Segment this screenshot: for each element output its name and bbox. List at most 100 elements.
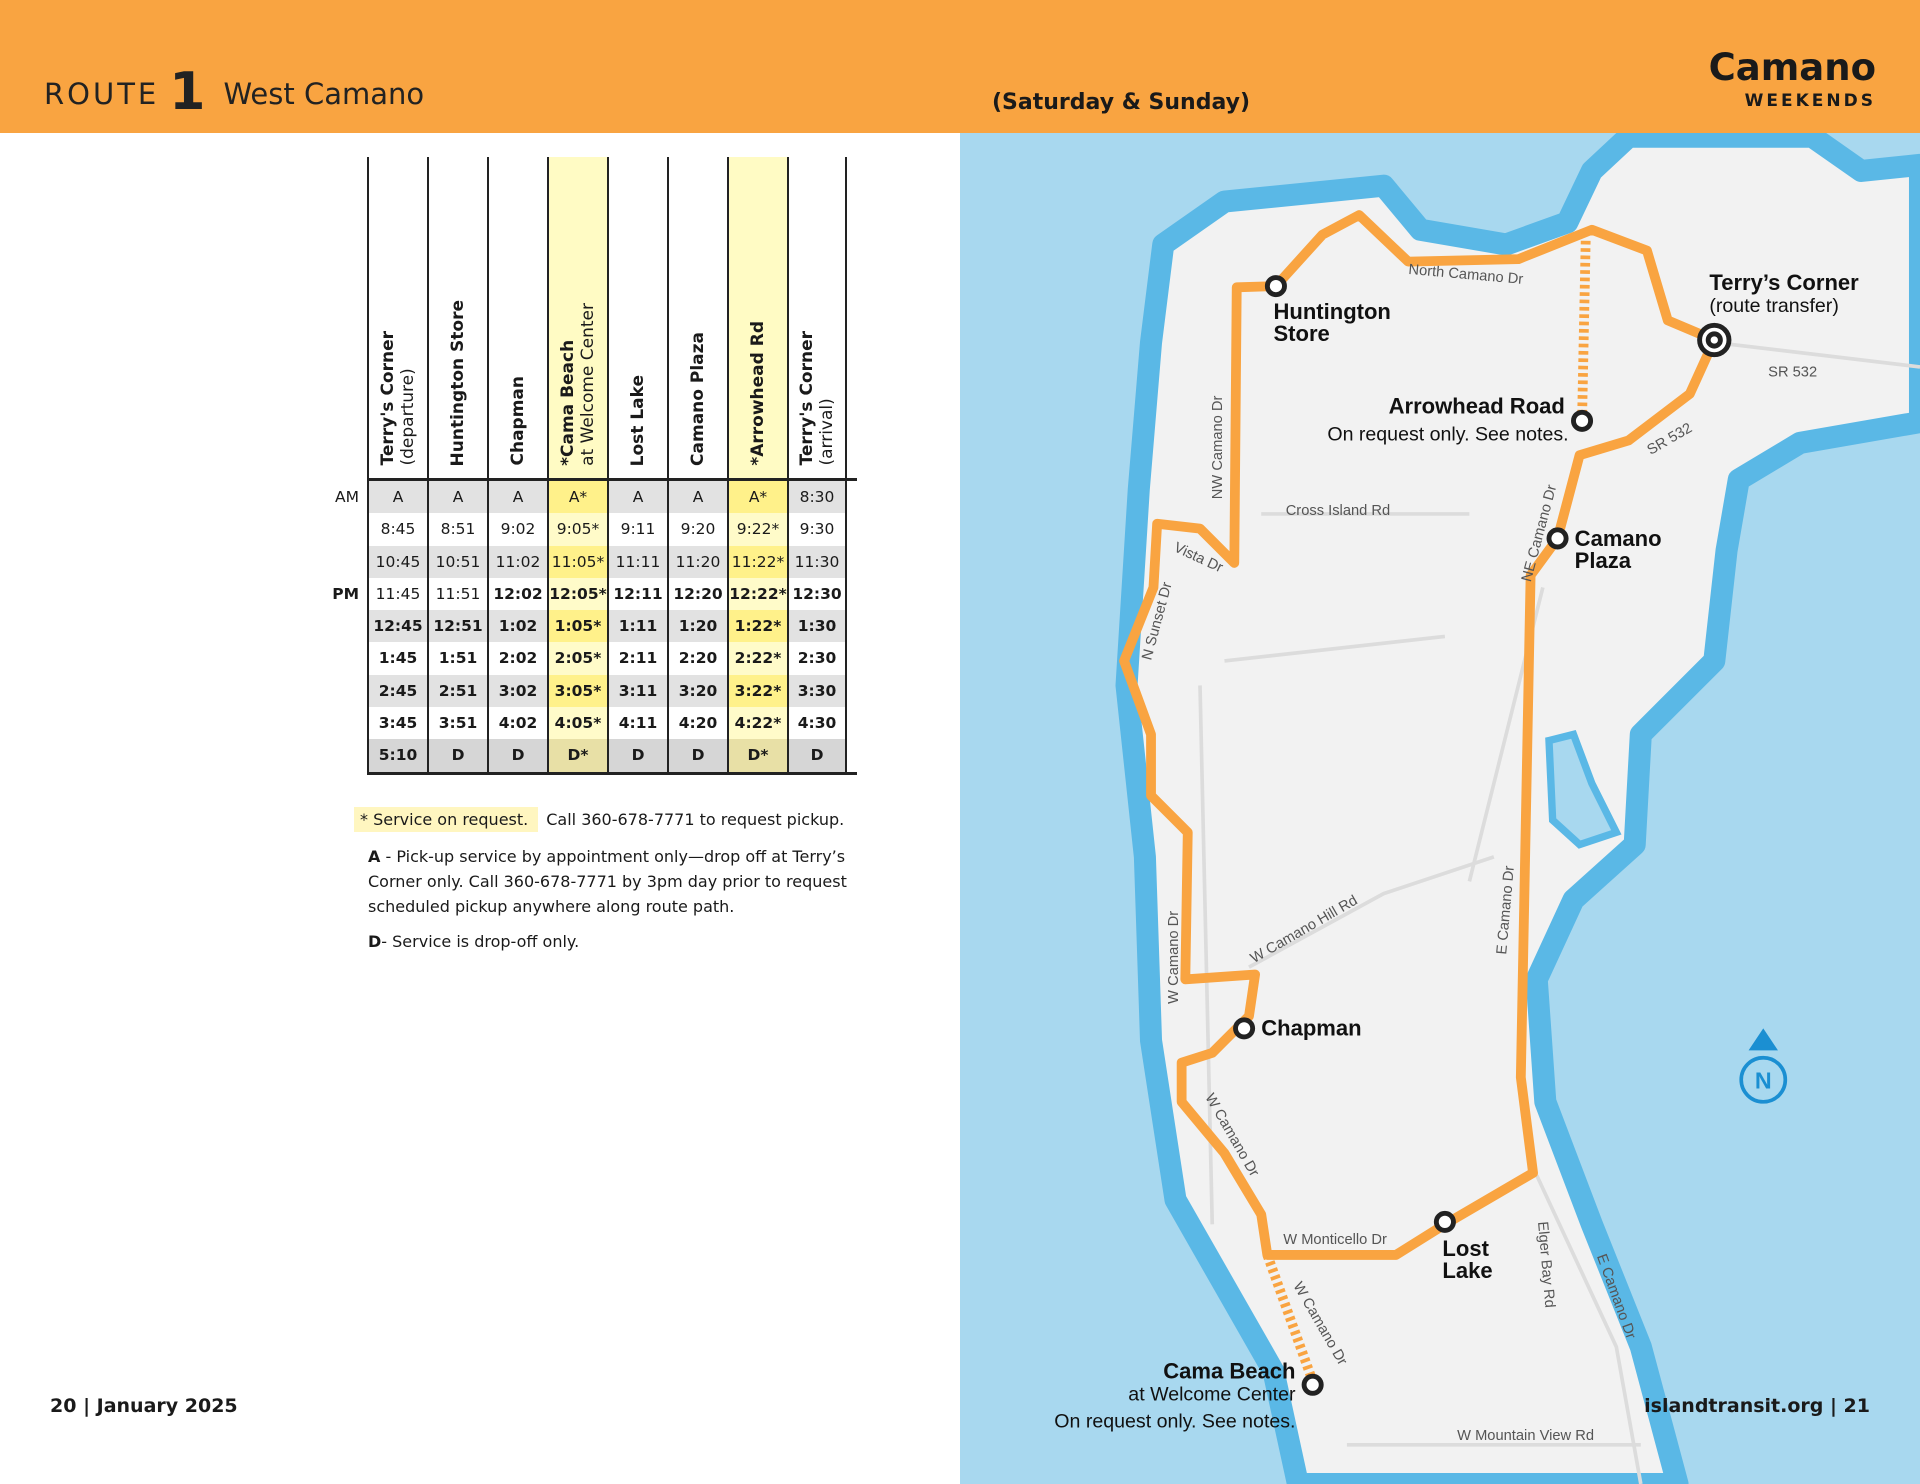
table-cell: 11:22* xyxy=(727,545,787,578)
table-bottom-border xyxy=(367,771,857,775)
stop-lost-lake[interactable] xyxy=(1433,1210,1456,1233)
column-header: Camano Plaza xyxy=(667,157,727,478)
table-cell: 12:20 xyxy=(667,577,727,611)
table-cell: 11:11 xyxy=(607,545,667,578)
table-cell: 11:02 xyxy=(487,545,547,578)
period-label: AM xyxy=(335,488,359,506)
table-cell: 3:05* xyxy=(547,674,607,708)
column-header: Huntington Store xyxy=(427,157,487,478)
route-line xyxy=(1119,210,1720,1260)
svg-text:E Camano Dr: E Camano Dr xyxy=(1494,865,1518,955)
table-cell: 12:05* xyxy=(547,577,607,611)
table-cell: 9:20 xyxy=(667,513,727,546)
table-cell: D xyxy=(487,739,547,772)
svg-text:On request only. See notes.: On request only. See notes. xyxy=(1054,1411,1295,1433)
table-cell: 4:11 xyxy=(607,707,667,740)
brand-title: Camano xyxy=(1708,46,1876,89)
table-cell: 12:45 xyxy=(367,610,427,643)
table-cell: 12:30 xyxy=(787,577,847,611)
table-cell: 12:11 xyxy=(607,577,667,611)
table-cell: 9:11 xyxy=(607,513,667,546)
table-cell: 2:30 xyxy=(787,642,847,675)
schedule-notes: * Service on request. Call 360-678-7771 t… xyxy=(354,807,874,964)
svg-text:Arrowhead Road: Arrowhead Road xyxy=(1389,393,1565,418)
table-cell: 1:45 xyxy=(367,642,427,675)
table-cell: 4:02 xyxy=(487,707,547,740)
stop-chapman[interactable] xyxy=(1233,1017,1256,1040)
svg-text:On request only. See notes.: On request only. See notes. xyxy=(1327,423,1568,445)
column-header: *Arrowhead Rd xyxy=(727,157,787,478)
brand-subtitle: WEEKENDS xyxy=(1744,91,1876,111)
period-label: PM xyxy=(332,584,359,603)
stop-arrowhead[interactable] xyxy=(1571,409,1594,432)
brand: Camano WEEKENDS xyxy=(1709,46,1876,111)
route-title: ROUTE 1 West Camano xyxy=(44,62,425,122)
table-cell: 2:11 xyxy=(607,642,667,675)
table-cell: 2:05* xyxy=(547,642,607,675)
table-cell: 1:02 xyxy=(487,610,547,643)
table-cell: 5:10 xyxy=(367,739,427,772)
stop-cama-beach[interactable] xyxy=(1301,1373,1324,1396)
stop-terrys-corner-inner xyxy=(1705,331,1723,349)
column-header: Terry's Corner (arrival) xyxy=(787,157,847,478)
note-request: * Service on request. Call 360-678-7771 t… xyxy=(354,807,874,832)
svg-text:SR 532: SR 532 xyxy=(1768,365,1817,381)
svg-text:N: N xyxy=(1755,1067,1772,1093)
table-cell: A xyxy=(607,481,667,514)
column-header: Lost Lake xyxy=(607,157,667,478)
svg-text:W Camano Dr: W Camano Dr xyxy=(1166,911,1182,1004)
table-cell: 4:30 xyxy=(787,707,847,740)
schedule-table: Terry's Corner (departure) Huntington Stor… xyxy=(332,157,857,775)
table-row: AM A A A A* A A A* 8:30 xyxy=(335,481,857,514)
table-cell: D xyxy=(427,739,487,772)
table-cell: 11:45 xyxy=(367,577,427,611)
svg-text:W Monticello Dr: W Monticello Dr xyxy=(1283,1232,1387,1248)
svg-text:(route transfer): (route transfer) xyxy=(1709,295,1838,317)
table-cell: 1:51 xyxy=(427,642,487,675)
table-cell: A xyxy=(367,481,427,514)
table-cell: D* xyxy=(727,739,787,772)
table-cell: D* xyxy=(547,739,607,772)
table-row: 3:45 3:51 4:02 4:05* 4:11 4:20 4:22* 4:30 xyxy=(367,707,857,740)
table-cell: 11:30 xyxy=(787,545,847,578)
table-cell: 9:05* xyxy=(547,513,607,546)
route-number: 1 xyxy=(169,62,206,122)
table-cell: D xyxy=(787,739,847,772)
page-header: ROUTE 1 West Camano (Saturday & Sunday) Ca… xyxy=(0,0,1920,133)
table-row: 1:45 1:51 2:02 2:05* 2:11 2:20 2:22* 2:30 xyxy=(367,642,857,675)
table-row: 5:10 D D D* D D D* D xyxy=(367,739,857,772)
table-cell: 3:02 xyxy=(487,674,547,708)
table-cell: 3:20 xyxy=(667,674,727,708)
table-cell: 3:30 xyxy=(787,674,847,708)
column-subtitle: (departure) xyxy=(398,368,418,466)
table-cell: 8:30 xyxy=(787,481,847,514)
service-days: (Saturday & Sunday) xyxy=(992,90,1251,115)
north-arrow-icon: N xyxy=(1739,1028,1788,1104)
table-cell: 12:51 xyxy=(427,610,487,643)
stop-markers xyxy=(1233,275,1732,1396)
table-cell: A* xyxy=(727,481,787,514)
svg-text:Elger Bay Rd: Elger Bay Rd xyxy=(1534,1221,1557,1309)
lagoon xyxy=(1545,730,1622,849)
svg-text:Camano: Camano xyxy=(1575,526,1662,551)
table-cell: 8:51 xyxy=(427,513,487,546)
stop-huntington[interactable] xyxy=(1264,275,1287,298)
table-cell: 11:05* xyxy=(547,545,607,578)
table-cell: 1:22* xyxy=(727,610,787,643)
schedule-rows: AM A A A A* A A A* 8:30 8:45 8:51 9:02 9:05* 9:11 9:20… xyxy=(332,481,857,772)
table-cell: 9:22* xyxy=(727,513,787,546)
column-title: Camano Plaza xyxy=(688,332,708,466)
column-title: Chapman xyxy=(508,376,528,466)
website-link[interactable]: islandtransit.org xyxy=(1644,1395,1824,1417)
stop-camano-plaza[interactable] xyxy=(1546,527,1569,550)
table-cell: 10:45 xyxy=(367,545,427,578)
table-cell: A xyxy=(427,481,487,514)
note-a: A - Pick-up service by appointment only—… xyxy=(368,847,847,916)
column-title: Lost Lake xyxy=(628,374,648,466)
svg-text:Cama Beach: Cama Beach xyxy=(1163,1359,1295,1384)
column-title: Terry's Corner xyxy=(378,331,398,466)
column-subtitle: (arrival) xyxy=(817,398,837,466)
table-cell: A* xyxy=(547,481,607,514)
svg-text:Store: Store xyxy=(1273,321,1329,346)
note-d: D- Service is drop-off only. xyxy=(368,932,580,951)
